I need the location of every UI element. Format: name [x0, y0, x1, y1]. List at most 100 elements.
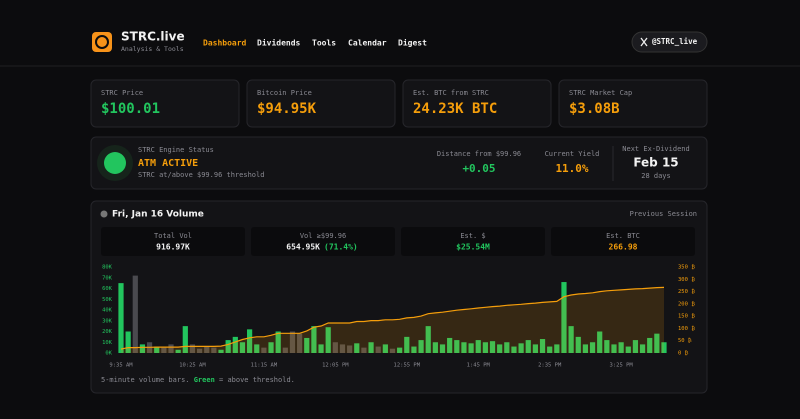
bar: [554, 344, 560, 353]
stat-value: $25.54M: [456, 243, 490, 252]
bar: [525, 340, 531, 353]
y2-tick-label: 200 ₿: [678, 300, 695, 307]
nav-link[interactable]: Tools: [312, 39, 336, 48]
bar: [318, 344, 324, 353]
card-label: STRC Market Cap: [569, 89, 632, 97]
bar: [482, 342, 488, 353]
bar: [439, 344, 446, 353]
bar: [196, 348, 203, 353]
logo: [92, 32, 112, 52]
bar: [454, 340, 460, 353]
bar: [254, 344, 260, 353]
y2-tick-label: 100 ₿: [678, 325, 695, 332]
bar: [589, 342, 596, 353]
bar: [268, 342, 274, 353]
stat-box: [401, 227, 545, 256]
exdiv-date: Feb 15: [633, 156, 678, 170]
footnote-text: = above threshold.: [215, 376, 295, 384]
y2-tick-label: 300 ₿: [678, 276, 695, 283]
bar: [432, 342, 438, 353]
bar: [289, 331, 296, 353]
bar: [547, 346, 553, 353]
bar: [597, 331, 603, 353]
status-note: STRC at/above $99.96 threshold: [138, 171, 264, 179]
status-title: STRC Engine Status: [138, 146, 214, 154]
bar: [611, 344, 617, 353]
metric-value: 11.0%: [555, 162, 588, 175]
bar: [411, 346, 417, 353]
stat-label: Total Vol: [154, 232, 192, 240]
nav-link[interactable]: Calendar: [348, 39, 387, 48]
status-state: ATM ACTIVE: [138, 158, 198, 169]
bar: [118, 283, 124, 353]
bar: [532, 344, 538, 353]
bar: [647, 337, 653, 353]
x-tick-label: 3:25 PM: [610, 363, 634, 369]
metric-label: Distance from $99.96: [437, 150, 521, 158]
nav-link[interactable]: Dashboard: [203, 39, 247, 48]
stat-label: Est. $: [460, 232, 485, 240]
social-handle[interactable]: @STRC_live: [652, 37, 698, 46]
exdiv-label: Next Ex-Dividend: [622, 145, 689, 153]
stat-label: Est. BTC: [606, 232, 640, 240]
card-label: Bitcoin Price: [257, 89, 312, 97]
y-tick-label: 30K: [102, 318, 113, 324]
bar: [418, 340, 424, 353]
exdiv-days: 28 days: [641, 172, 671, 180]
status-light: [104, 152, 126, 174]
bar: [518, 343, 524, 353]
bar: [282, 347, 288, 353]
metric-value: +0.05: [462, 162, 495, 175]
card: [246, 79, 396, 128]
bar: [204, 346, 210, 353]
x-tick-label: 1:45 PM: [467, 363, 491, 369]
stat-extra: (71.4%): [324, 243, 358, 252]
x-tick-label: 9:35 AM: [109, 363, 133, 369]
volume-chart: 0K 10K 20K 30K 40K 50K 60K 70K 80K 0 ₿ 50 ₿ 100 ₿ 15…: [102, 264, 695, 369]
cards: STRC Price $100.01 Bitcoin Price $94.95K…: [90, 79, 708, 128]
x-tick-label: 12:05 PM: [322, 363, 349, 369]
bar: [297, 333, 303, 353]
bar: [304, 337, 310, 353]
tagline: Analysis & Tools: [121, 45, 184, 53]
stat-box: [551, 227, 695, 256]
y-tick-label: 0K: [105, 351, 112, 357]
bar: [139, 344, 146, 353]
bar: [504, 342, 510, 353]
bar: [232, 336, 238, 353]
y-tick-label: 50K: [102, 297, 113, 303]
bar: [661, 342, 667, 353]
y2-tick-label: 0 ₿: [678, 350, 689, 357]
panel: [90, 136, 708, 190]
stat-box: [251, 227, 395, 256]
card-value: 24.23K BTC: [413, 101, 497, 117]
bar: [261, 347, 267, 353]
bar: [604, 340, 610, 353]
social-button[interactable]: [631, 31, 708, 53]
nav-link[interactable]: Digest: [398, 38, 427, 48]
y-tick-label: 80K: [102, 265, 113, 271]
y-tick-label: 40K: [102, 308, 113, 314]
footnote-highlight: Green: [194, 376, 215, 384]
bar: [461, 342, 467, 353]
nav-link[interactable]: Dividends: [257, 38, 301, 48]
bar: [561, 282, 567, 353]
bar: [632, 340, 639, 353]
logo-icon: [95, 35, 109, 49]
bar: [368, 342, 374, 353]
bar: [539, 339, 546, 353]
x-tick-label: 10:25 AM: [179, 363, 206, 369]
bar: [382, 344, 388, 353]
y-tick-label: 20K: [102, 329, 113, 335]
metric-label: Current Yield: [545, 150, 600, 158]
bar: [239, 342, 246, 353]
bar: [275, 331, 281, 353]
bar: [168, 344, 174, 353]
bar: [161, 347, 167, 353]
bar: [618, 342, 624, 353]
bar: [311, 326, 317, 353]
bar: [218, 349, 224, 353]
x-tick-label: 12:55 PM: [394, 363, 421, 369]
